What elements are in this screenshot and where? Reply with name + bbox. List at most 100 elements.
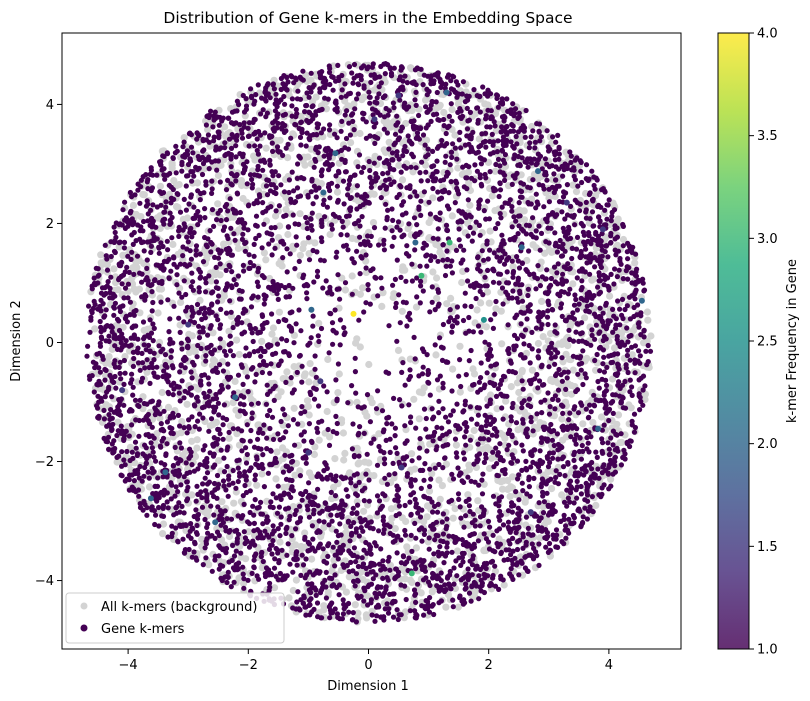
gene-point [497, 180, 503, 187]
background-point [333, 188, 342, 196]
background-point [114, 286, 122, 294]
gene-point [148, 249, 154, 255]
gene-point [408, 414, 414, 420]
gene-point [213, 264, 219, 270]
gene-point [495, 156, 502, 162]
gene-point [618, 462, 625, 468]
plot-area [84, 60, 655, 626]
gene-point [195, 222, 201, 228]
background-point [412, 303, 421, 311]
gene-point [606, 446, 612, 452]
background-point [110, 265, 118, 273]
gene-point [261, 484, 267, 490]
background-point [432, 240, 440, 248]
background-point [347, 139, 355, 147]
gene-point [391, 142, 397, 148]
gene-point [303, 143, 309, 149]
chart-title: Distribution of Gene k-mers in the Embed… [163, 9, 572, 27]
gene-point [361, 498, 367, 504]
gene-point [566, 417, 572, 423]
background-point [209, 329, 217, 337]
background-point [547, 377, 555, 385]
background-point [529, 241, 537, 249]
gene-point [468, 347, 474, 354]
gene-point [200, 160, 207, 167]
background-point [378, 302, 386, 310]
gene-point [476, 573, 482, 579]
gene-point [299, 379, 305, 385]
gene-point [129, 422, 135, 428]
gene-point [399, 202, 405, 208]
gene-point [613, 322, 619, 328]
gene-point [177, 329, 183, 335]
background-point [356, 290, 364, 298]
gene-point [181, 278, 187, 284]
gene-point [523, 458, 529, 464]
gene-point [129, 449, 135, 455]
gene-point [215, 426, 221, 432]
background-point [205, 561, 213, 569]
gene-point [311, 82, 317, 88]
background-point [154, 309, 162, 317]
gene-point [193, 243, 200, 249]
gene-point [580, 348, 586, 354]
gene-point [312, 353, 318, 359]
gene-point [351, 545, 357, 551]
gene-point [130, 392, 136, 398]
gene-point [218, 217, 224, 224]
gene-point [511, 113, 517, 119]
background-point [97, 251, 105, 259]
gene-point [285, 79, 291, 85]
background-point [507, 383, 515, 391]
gene-point [463, 372, 469, 378]
gene-point [378, 195, 384, 201]
gene-point [339, 118, 345, 124]
gene-point [505, 519, 512, 525]
gene-point [637, 353, 643, 359]
gene-point [479, 248, 485, 254]
background-point [360, 507, 368, 515]
gene-point [391, 105, 397, 111]
gene-point [259, 245, 265, 251]
background-point [388, 514, 396, 522]
gene-point [102, 377, 108, 383]
gene-point [393, 445, 399, 451]
gene-point [351, 127, 357, 133]
gene-point [349, 383, 355, 389]
gene-point [196, 335, 203, 341]
gene-point [435, 189, 441, 195]
gene-point [352, 355, 358, 361]
gene-point [261, 274, 267, 281]
gene-point [522, 565, 529, 571]
gene-point [499, 232, 505, 238]
gene-point [432, 342, 438, 348]
gene-point [453, 178, 459, 184]
gene-point [260, 107, 266, 113]
gene-point [177, 440, 183, 446]
background-point [449, 514, 457, 522]
gene-point [294, 242, 300, 248]
background-point [415, 415, 423, 423]
gene-point [402, 583, 408, 589]
gene-point [311, 396, 318, 402]
gene-point [274, 341, 281, 347]
gene-point [367, 301, 373, 307]
gene-point [450, 476, 457, 482]
gene-point [608, 239, 614, 246]
gene-point [577, 208, 583, 214]
gene-point [255, 400, 261, 406]
gene-point [131, 271, 137, 277]
gene-point [252, 497, 258, 503]
gene-point [122, 370, 128, 376]
gene-point [589, 168, 595, 174]
gene-point [546, 199, 553, 205]
gene-point [532, 139, 539, 145]
background-point [230, 499, 238, 507]
gene-point [313, 109, 319, 115]
gene-point [365, 282, 371, 288]
gene-point [200, 415, 206, 421]
background-point [480, 547, 488, 555]
background-point [129, 201, 137, 209]
gene-point [214, 217, 220, 223]
background-point [258, 337, 266, 345]
